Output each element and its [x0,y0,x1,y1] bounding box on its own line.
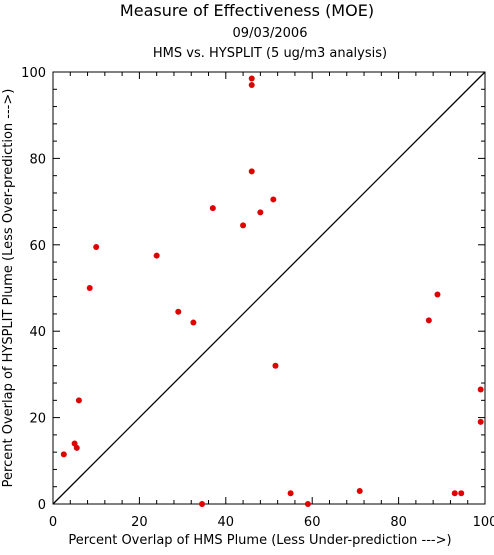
y-tick-label: 20 [29,412,46,427]
y-tick-label: 0 [38,498,46,513]
scatter-point [93,243,100,250]
scatter-point [248,81,255,88]
scatter-point [240,222,247,229]
y-tick-label: 40 [29,325,46,340]
scatter-point [257,209,264,216]
y-tick-label: 80 [29,152,46,167]
x-tick-label: 0 [49,515,57,530]
chart-date: 09/03/2006 [233,26,308,41]
scatter-point [86,285,93,291]
scatter-point [60,451,67,458]
scatter-point [73,444,80,451]
scatter-point [477,386,484,393]
x-axis-ticks: 0 20 40 60 80 100 [49,72,494,530]
chart-analysis-subtitle: HMS vs. HYSPLIT (5 ug/m3 analysis) [153,46,387,61]
scatter-point [248,168,255,175]
scatter-points [60,75,484,507]
scatter-point [153,252,160,259]
scatter-point [451,490,458,497]
scatter-point [199,501,206,507]
y-tick-label: 60 [29,239,46,254]
x-tick-label: 20 [131,515,148,530]
scatter-point [175,308,182,315]
scatter-point [75,397,82,404]
y-axis-ticks: 0 20 40 60 80 100 [21,66,485,513]
x-tick-label: 60 [304,515,321,530]
scatter-point [425,317,432,324]
plot-frame [52,71,486,505]
scatter-point [272,362,279,369]
scatter-point [270,196,277,203]
y-axis-label: Percent Overlap of HYSPLIT Plume (Less O… [1,89,16,488]
x-tick-label: 80 [390,515,407,530]
scatter-point [356,488,363,495]
scatter-point [458,490,465,497]
scatter-point [434,291,441,298]
y-tick-label: 100 [21,66,46,81]
scatter-point [287,490,294,497]
x-tick-label: 100 [473,515,494,530]
scatter-point [477,418,484,425]
scatter-point [248,75,255,82]
scatter-point [190,319,197,326]
chart-title: Measure of Effectiveness (MOE) [120,1,374,20]
reference-diagonal-line [52,71,486,505]
x-tick-label: 40 [218,515,235,530]
x-axis-label: Percent Overlap of HMS Plume (Less Under… [68,533,451,548]
scatter-point [209,205,216,212]
scatter-point [304,501,311,507]
